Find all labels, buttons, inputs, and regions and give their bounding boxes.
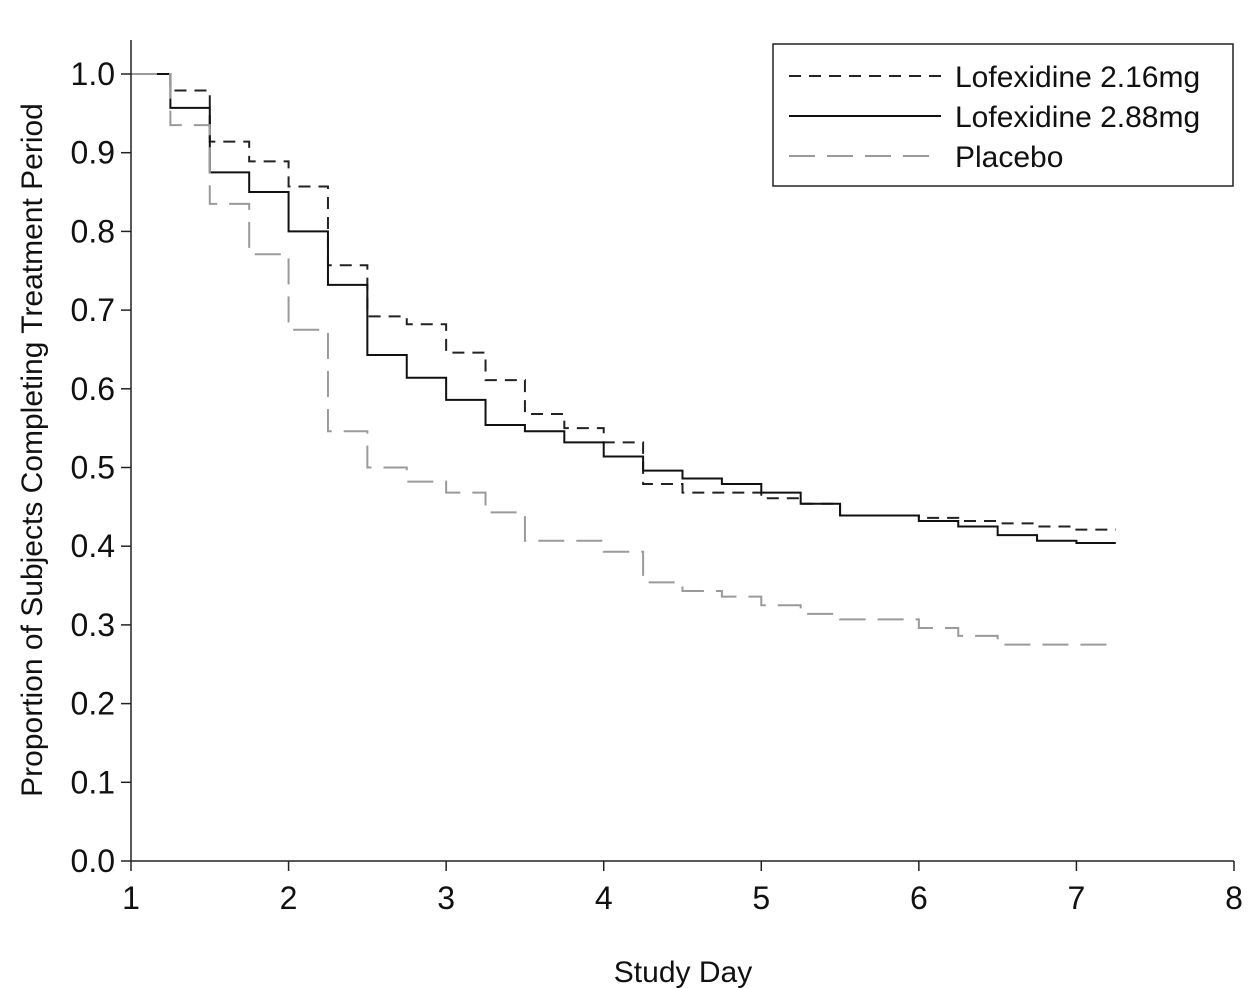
series-line-lofexidine-2-88mg <box>131 73 1116 545</box>
y-tick-label: 0.7 <box>71 292 115 328</box>
y-tick-label: 0.1 <box>71 764 115 800</box>
x-tick-label: 5 <box>752 880 770 916</box>
y-axis-title: Proportion of Subjects Completing Treatm… <box>16 103 49 797</box>
y-tick-label: 1.0 <box>71 56 115 92</box>
x-tick-label: 7 <box>1068 880 1086 916</box>
x-tick-label: 4 <box>595 880 613 916</box>
x-tick-label: 8 <box>1225 880 1243 916</box>
y-tick-label: 0.0 <box>71 843 115 879</box>
y-tick-label: 0.5 <box>71 450 115 486</box>
y-tick-label: 0.6 <box>71 371 115 407</box>
x-tick-label: 1 <box>122 880 140 916</box>
axes: 0.0 0.1 0.2 0.3 0.4 0.5 0.6 0.7 0.8 0.9 1.0 1 2 3 4 5 6 7… <box>71 40 1243 916</box>
series-line-placebo <box>131 73 1116 646</box>
x-tick-label: 2 <box>280 880 298 916</box>
y-tick-label: 0.9 <box>71 135 115 171</box>
plot-area <box>131 73 1116 646</box>
y-tick-label: 0.3 <box>71 607 115 643</box>
x-tick-label: 3 <box>437 880 455 916</box>
legend-label-lofexidine-2-88mg: Lofexidine 2.88mg <box>955 101 1200 134</box>
y-tick-label: 0.2 <box>71 686 115 722</box>
y-tick-label: 0.4 <box>71 528 115 564</box>
legend: Lofexidine 2.16mg Lofexidine 2.88mg Placeb… <box>772 43 1234 187</box>
legend-label-lofexidine-2-16mg: Lofexidine 2.16mg <box>955 61 1200 94</box>
legend-label-placebo: Placebo <box>955 141 1063 174</box>
series-line-lofexidine-2-16mg <box>131 73 1116 531</box>
x-tick-label: 6 <box>910 880 928 916</box>
x-axis-title: Study Day <box>614 956 752 988</box>
y-tick-label: 0.8 <box>71 213 115 249</box>
